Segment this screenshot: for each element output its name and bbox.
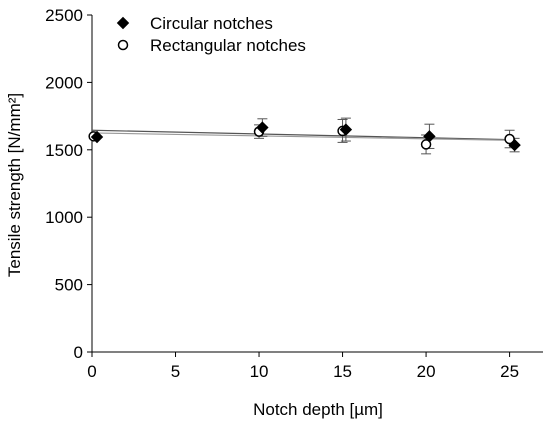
- y-tick-label: 500: [55, 276, 83, 295]
- rectangular-notch-point: [420, 139, 432, 150]
- circular-notch-point: [339, 123, 353, 136]
- x-tick-label: 10: [250, 362, 269, 381]
- legend-label: Circular notches: [150, 14, 273, 33]
- y-tick-label: 1500: [45, 141, 83, 160]
- trendlines: [91, 129, 515, 141]
- x-tick-label: 0: [87, 362, 96, 381]
- legend-label: Rectangular notches: [150, 36, 306, 55]
- circular-notch-point: [256, 121, 269, 134]
- legend-marker: [117, 39, 129, 51]
- x-axis-title: Notch depth [µm]: [253, 400, 383, 419]
- y-tick-label: 2500: [45, 6, 83, 25]
- circular-notch-point: [423, 130, 436, 143]
- x-tick-label: 5: [171, 362, 180, 381]
- y-tick-label: 1000: [45, 208, 83, 227]
- trendline: [91, 129, 515, 141]
- markers: [88, 121, 521, 152]
- x-tick-label: 25: [500, 362, 519, 381]
- x-tick-label: 15: [333, 362, 352, 381]
- circular-notch-point: [508, 138, 521, 152]
- x-tick-label: 20: [417, 362, 436, 381]
- y-axis-title: Tensile strength [N/mm²]: [5, 93, 24, 277]
- rectangular-notch-point: [504, 133, 515, 145]
- circular-notch-point: [90, 130, 104, 144]
- legend: Circular notches Rectangular notches: [116, 14, 306, 55]
- y-tick-label: 2000: [45, 73, 83, 92]
- legend-marker: [116, 16, 130, 30]
- trendline: [91, 132, 515, 141]
- y-tick-label: 0: [74, 343, 83, 362]
- axes: 0 500 1000 1500 2000 2500 0 5 10 15 20 25: [45, 6, 543, 381]
